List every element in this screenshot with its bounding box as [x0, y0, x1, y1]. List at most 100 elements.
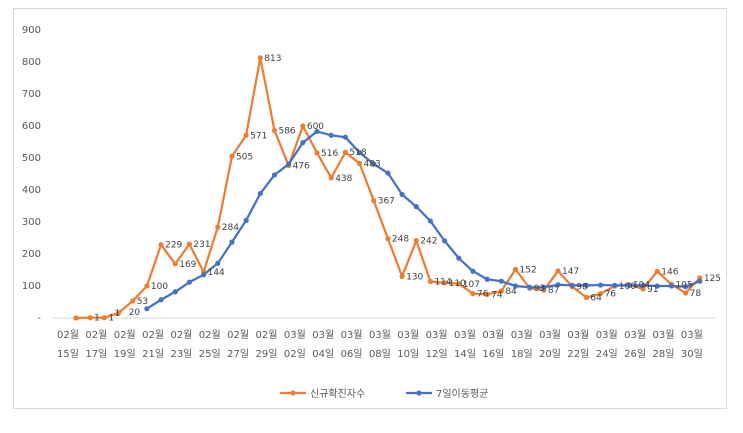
- x-tick-label: 14일: [454, 348, 476, 360]
- y-tick-label: 600: [22, 121, 41, 132]
- data-point: [215, 260, 221, 266]
- x-tick-label: 16일: [482, 348, 504, 360]
- y-tick-label: -: [37, 313, 41, 324]
- y-tick-label: 800: [22, 57, 41, 68]
- x-tick-label: 26일: [624, 348, 646, 360]
- data-label: 147: [562, 267, 579, 277]
- data-point: [626, 282, 632, 288]
- data-point: [356, 160, 363, 167]
- x-tick-label: 03월: [681, 329, 703, 341]
- x-tick-label: 29일: [256, 348, 278, 360]
- legend-marker: [416, 390, 422, 396]
- data-point: [385, 170, 391, 176]
- data-label: 104: [633, 281, 650, 291]
- data-label: 229: [165, 241, 182, 251]
- data-point: [683, 284, 689, 290]
- data-label: 516: [321, 149, 338, 159]
- data-label: 367: [378, 197, 395, 207]
- data-point: [229, 239, 235, 245]
- data-point: [555, 268, 561, 274]
- data-point: [654, 268, 660, 274]
- data-point: [172, 289, 178, 295]
- x-tick-label: 27일: [227, 348, 249, 360]
- data-label: 284: [222, 223, 239, 233]
- series-line: [146, 130, 701, 310]
- data-point: [427, 278, 434, 285]
- data-point: [201, 272, 207, 278]
- data-point: [427, 218, 434, 224]
- data-point: [243, 132, 249, 138]
- data-point: [555, 282, 561, 288]
- data-point: [385, 236, 391, 242]
- x-tick-label: 17일: [85, 348, 107, 360]
- x-tick-label: 12일: [426, 348, 448, 360]
- data-label: 87: [548, 286, 559, 296]
- data-label: 20: [129, 308, 141, 318]
- data-label: 105: [675, 280, 692, 290]
- data-point: [144, 306, 150, 312]
- data-point: [229, 153, 235, 159]
- data-point: [442, 280, 448, 286]
- legend-label: 신규확진자수: [310, 388, 365, 400]
- data-label: 813: [264, 54, 281, 64]
- data-point: [130, 298, 136, 304]
- data-point: [413, 237, 419, 244]
- x-tick-label: 25일: [199, 348, 221, 360]
- data-point: [683, 290, 689, 296]
- data-point: [271, 172, 278, 178]
- x-tick-label: 19일: [114, 348, 136, 360]
- data-point: [484, 276, 490, 282]
- data-point: [498, 288, 504, 294]
- y-tick-label: 900: [22, 25, 41, 36]
- data-label: 505: [236, 152, 253, 162]
- data-point: [442, 238, 448, 244]
- data-point: [668, 283, 675, 289]
- data-point: [342, 134, 348, 140]
- data-point: [484, 291, 490, 297]
- data-point: [512, 266, 519, 272]
- y-tick-label: 200: [22, 249, 41, 260]
- x-tick-label: 02월: [170, 329, 192, 341]
- data-point: [356, 149, 363, 156]
- x-tick-label: 28일: [652, 348, 674, 360]
- data-label: 483: [364, 159, 381, 169]
- series-line: [75, 56, 701, 320]
- data-label: 248: [392, 235, 409, 245]
- x-tick-label: 22일: [567, 348, 589, 360]
- data-label: 586: [278, 126, 295, 136]
- data-label: 100: [151, 282, 168, 292]
- data-label: 518: [349, 148, 366, 158]
- data-point: [186, 241, 193, 247]
- x-tick-label: 02월: [227, 329, 249, 341]
- data-point: [399, 191, 405, 198]
- x-tick-label: 06일: [341, 348, 363, 360]
- x-tick-label: 03월: [454, 329, 476, 341]
- x-tick-label: 02월: [199, 329, 221, 341]
- data-point: [498, 278, 504, 284]
- x-tick-label: 03월: [397, 329, 419, 341]
- data-label: 130: [406, 272, 423, 282]
- x-tick-label: 03월: [596, 329, 618, 341]
- x-tick-label: 03월: [369, 329, 391, 341]
- data-point: [314, 150, 320, 156]
- data-point: [399, 273, 405, 279]
- x-tick-label: 20일: [539, 348, 561, 360]
- data-label: 600: [307, 122, 324, 132]
- x-tick-label: 24일: [596, 348, 618, 360]
- data-point: [527, 284, 533, 290]
- data-point: [73, 315, 79, 321]
- y-tick-label: 400: [22, 185, 41, 196]
- x-tick-label: 03월: [312, 329, 334, 341]
- data-label: 78: [690, 289, 702, 299]
- x-tick-label: 21일: [142, 348, 164, 360]
- x-tick-label: 02월: [85, 329, 107, 341]
- data-point: [328, 175, 334, 181]
- data-label: 152: [520, 265, 537, 275]
- data-point: [257, 55, 263, 61]
- x-tick-label: 18일: [511, 348, 533, 360]
- x-tick-label: 02월: [142, 329, 164, 341]
- x-tick-label: 03월: [567, 329, 589, 341]
- y-tick-label: 300: [22, 217, 41, 228]
- data-point: [115, 310, 122, 316]
